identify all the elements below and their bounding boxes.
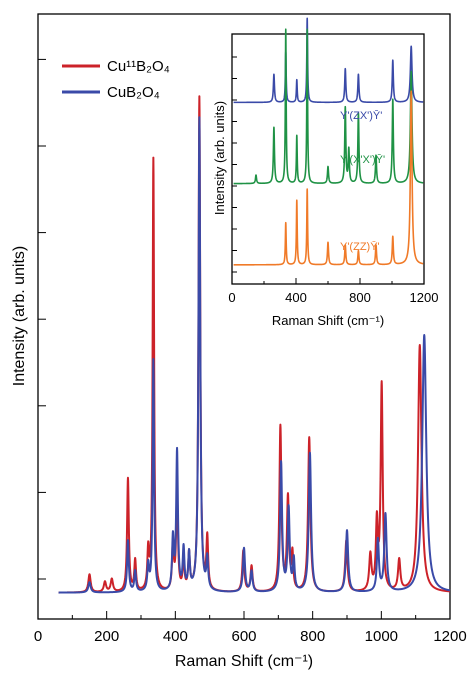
main-y-axis-label: Intensity (arb. units) (11, 246, 28, 387)
main-x-tick-label: 200 (94, 628, 119, 645)
inset-annotation-zx: Y'(ZX')Ȳ' (340, 110, 382, 122)
main-x-tick-label: 1000 (365, 628, 398, 645)
inset-x-tick-label: 0 (228, 290, 235, 305)
main-x-tick-label: 400 (163, 628, 188, 645)
inset-series-line-2 (232, 90, 424, 266)
main-plot-frame (37, 13, 451, 620)
legend-label-cub2o4: CuB₂O₄ (107, 84, 160, 101)
main-x-axis-label: Raman Shift (cm⁻¹) (175, 653, 313, 670)
inset-series-group (232, 17, 424, 266)
inset-x-tick-label: 400 (285, 290, 307, 305)
inset-annotation-xx: Y'(X'X')Ȳ' (340, 154, 385, 166)
inset-ticks-group: 0 400 800 1200 (228, 56, 439, 305)
inset-y-axis-label: Intensity (arb. units) (212, 101, 227, 215)
main-series-line-1 (57, 116, 451, 594)
main-x-tick-label: 0 (34, 628, 42, 645)
inset-x-axis-label: Raman Shift (cm⁻¹) (272, 313, 384, 328)
main-x-tick-label: 1200 (433, 628, 466, 645)
legend-label-cu11b2o4: Cu¹¹B₂O₄ (107, 58, 170, 75)
inset-series-line-1 (232, 28, 424, 185)
main-x-tick-label: 800 (300, 628, 325, 645)
inset-series-line-0 (232, 17, 424, 104)
legend: Cu¹¹B₂O₄ CuB₂O₄ (62, 58, 170, 101)
inset-x-tick-label: 800 (349, 290, 371, 305)
main-x-tick-label: 600 (231, 628, 256, 645)
inset-x-tick-label: 1200 (410, 290, 439, 305)
inset-annotation-zz: Y'(ZZ)Ȳ' (340, 241, 380, 253)
main-series-group (57, 95, 451, 594)
main-ticks-group: 0 200 400 600 800 1000 1200 (34, 58, 467, 645)
